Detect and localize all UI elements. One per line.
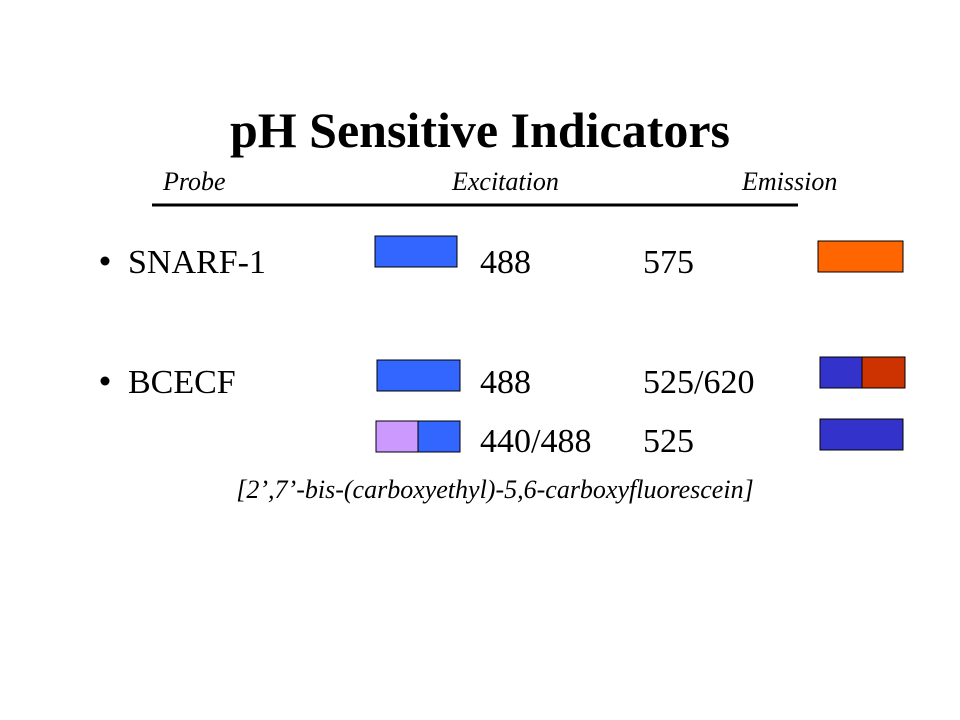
excitation-swatch <box>374 235 458 268</box>
excitation-swatch <box>376 359 461 392</box>
bullet <box>100 256 110 266</box>
bullet <box>100 376 110 386</box>
excitation: 440/488 <box>480 423 591 460</box>
excitation: 488 <box>480 364 531 401</box>
emission-swatch <box>819 418 904 451</box>
footnote: [2’,7’-bis-(carboxyethyl)-5,6-carboxyflu… <box>236 475 753 504</box>
probe: BCECF <box>128 364 236 401</box>
emission: 525 <box>643 423 694 460</box>
column-header: Probe <box>162 167 226 196</box>
excitation: 488 <box>480 244 531 281</box>
excitation-swatch <box>375 420 419 453</box>
column-header: Excitation <box>451 167 559 196</box>
column-header: Emission <box>741 167 837 196</box>
emission: 575 <box>643 244 694 281</box>
probe: SNARF-1 <box>128 244 266 281</box>
emission-swatch <box>817 240 904 273</box>
emission: 525/620 <box>643 364 754 401</box>
emission-swatch <box>861 356 906 389</box>
title: pH Sensitive Indicators <box>230 102 730 158</box>
emission-swatch <box>819 356 863 389</box>
excitation-swatch <box>417 420 461 453</box>
